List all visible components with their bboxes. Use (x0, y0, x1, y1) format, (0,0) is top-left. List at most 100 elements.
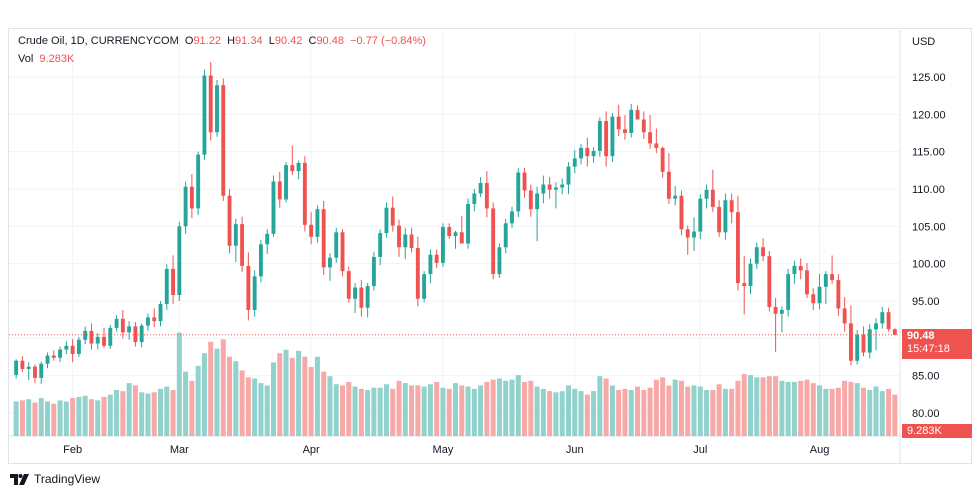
candle-body (114, 318, 119, 328)
candle-body (623, 129, 627, 133)
volume-bar (873, 386, 879, 436)
volume-bar (258, 383, 264, 436)
currency-label: USD (912, 36, 935, 48)
candle-body (597, 121, 602, 151)
volume-bar (308, 367, 314, 436)
candle-body (754, 247, 759, 264)
volume-bar (829, 388, 835, 436)
candle-body (635, 109, 640, 120)
volume-legend: Vol 9.283K (18, 53, 74, 65)
candle-body (177, 226, 182, 296)
candle-body (855, 334, 860, 361)
volume-bar (358, 388, 364, 436)
volume-bar (515, 375, 521, 436)
candle-body (484, 183, 489, 209)
candle-body (466, 203, 470, 244)
volume-bar (729, 388, 735, 436)
candle-body (497, 247, 502, 275)
candle-body (397, 225, 401, 248)
x-tick-label: Jun (566, 444, 584, 456)
volume-bar (522, 381, 528, 436)
candle-body (516, 172, 521, 212)
candle-body (271, 181, 276, 234)
volume-bar (95, 400, 101, 436)
candle-body (189, 186, 194, 209)
volume-bar (402, 383, 408, 436)
volume-bar (252, 378, 258, 436)
candle-body (685, 229, 690, 238)
volume-bar (779, 380, 785, 436)
candle-body (434, 254, 439, 263)
candle-body (823, 274, 828, 287)
close-label: C (308, 35, 317, 47)
symbol-title[interactable]: Crude Oil, 1D, CURRENCYCOM (18, 35, 179, 47)
candle-body (95, 336, 100, 344)
volume-bar (653, 379, 659, 436)
volume-bar (283, 349, 289, 436)
volume-bar (277, 353, 283, 436)
candle-body (553, 187, 558, 190)
volume-bar (697, 386, 703, 436)
last-price-tag: 90.48 15:47:18 (902, 329, 972, 359)
volume-bar (867, 390, 873, 436)
candle-body (290, 165, 295, 172)
candle-body (89, 330, 94, 344)
volume-bar (572, 388, 578, 436)
volume-bar (245, 377, 251, 436)
candle-body (698, 198, 703, 232)
volume-bar (264, 385, 270, 436)
candle-body (33, 366, 37, 378)
volume-bar (760, 377, 766, 436)
x-axis-ticks: Feb Mar Apr May Jun Jul Aug (63, 444, 829, 456)
candle-body (208, 75, 213, 133)
volume-bar (716, 384, 722, 436)
volume-bar (51, 403, 57, 436)
volume-bar (766, 376, 772, 436)
candle-body (403, 234, 408, 248)
volume-bar (132, 385, 138, 436)
candle-body (164, 268, 169, 304)
price-candles (14, 62, 897, 384)
volume-bar (678, 380, 684, 436)
candle-body (76, 339, 81, 355)
chart-frame (8, 28, 972, 464)
candle-body (102, 336, 106, 346)
low-label: L (268, 35, 275, 47)
y-tick-label: 95.00 (912, 296, 940, 308)
volume-label: Vol (18, 53, 34, 65)
x-tick-label: Aug (810, 444, 830, 456)
candle-body (171, 268, 175, 296)
volume-bar (13, 401, 19, 436)
tradingview-logo[interactable]: TradingView (10, 472, 100, 486)
candle-body (428, 254, 433, 275)
volume-bar (333, 384, 339, 436)
volume-bar (76, 396, 82, 436)
change-value: −0.77 (−0.84%) (350, 35, 426, 47)
volume-bar (377, 387, 383, 436)
candle-body (227, 195, 232, 246)
candle-body (742, 283, 747, 287)
candle-body (748, 263, 753, 287)
volume-bar (45, 401, 51, 436)
volume-bar (195, 365, 201, 436)
candle-body (679, 195, 684, 230)
x-tick-label: Apr (303, 444, 320, 456)
candle-body (64, 345, 69, 350)
volume-bar (446, 388, 452, 436)
candle-body (673, 195, 678, 199)
candle-body (215, 85, 219, 133)
x-tick-label: May (433, 444, 454, 456)
volume-bar (214, 348, 220, 436)
volume-bar (396, 380, 402, 436)
last-price-value: 90.48 (907, 330, 935, 342)
volume-bar (390, 388, 396, 436)
candle-body (503, 223, 508, 248)
candle-body (560, 184, 565, 188)
volume-bar (597, 376, 603, 436)
volume-bar (157, 388, 164, 436)
volume-bar (321, 371, 327, 436)
x-tick-label: Feb (63, 444, 82, 456)
candle-body (666, 171, 671, 199)
y-tick-label: 105.00 (912, 221, 946, 233)
